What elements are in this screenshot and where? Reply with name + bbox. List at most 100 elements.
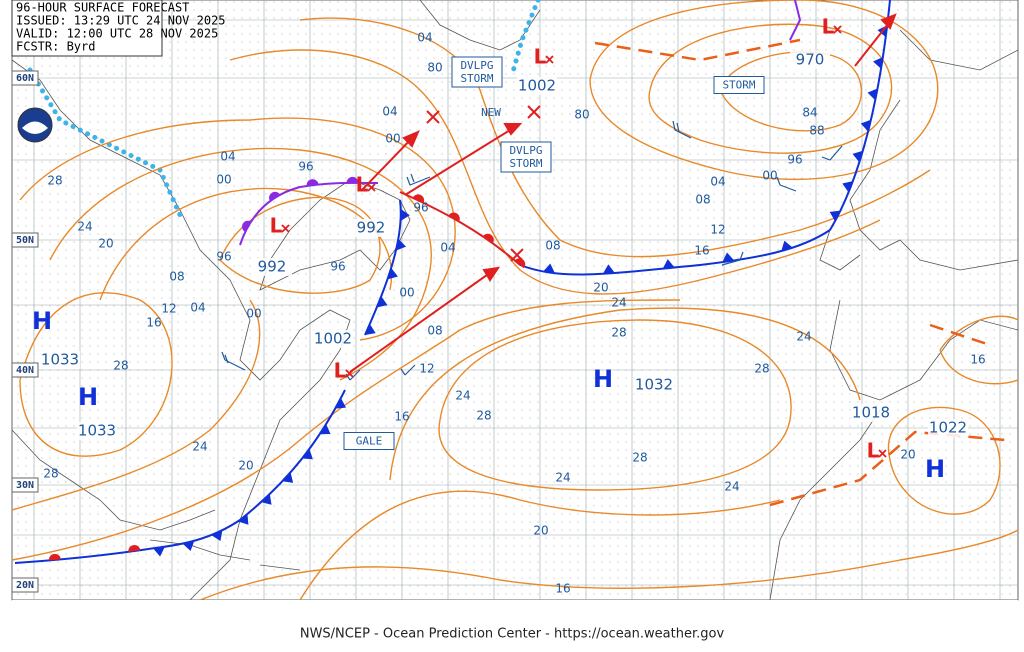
cold-front-pip — [860, 119, 871, 132]
isobar-label: 96 — [413, 201, 428, 215]
isobar-label: 20 — [533, 524, 548, 538]
low-center-mark — [833, 25, 842, 34]
cold-front-pip — [852, 150, 863, 163]
low-center-mark — [878, 449, 887, 458]
latitude-label-box — [11, 232, 39, 248]
isobar-label: 96 — [787, 153, 802, 167]
isobar-label: 04 — [190, 301, 205, 315]
cold-front-pip — [238, 513, 249, 525]
high-center: H — [78, 383, 98, 411]
isobar-label: 00 — [399, 286, 414, 300]
latitude-label-box — [11, 577, 39, 593]
cold-front-pip — [261, 494, 272, 505]
pressure-value-box — [252, 258, 292, 276]
pressure-value: 1032 — [635, 376, 673, 394]
pressure-value-box — [517, 77, 557, 95]
isobar-label: 88 — [809, 124, 824, 138]
boxed-label: STORM — [509, 157, 542, 170]
warm-front-pip — [128, 545, 141, 552]
isobar-label: 04 — [710, 175, 725, 189]
isobar-label: 28 — [611, 326, 626, 340]
new-label: NEW — [481, 106, 501, 119]
pressure-value-box — [77, 422, 117, 440]
cold-front-pip — [400, 208, 410, 221]
isobar-label: 80 — [574, 108, 589, 122]
low-center: L — [270, 214, 283, 238]
wind-barbs — [221, 120, 843, 381]
header-line: FCSTR: Byrd — [16, 40, 95, 54]
warm-front-pip — [448, 212, 460, 222]
cold-front-pip — [722, 252, 735, 263]
cold-front-pip — [152, 546, 165, 557]
latitude-label-box — [11, 477, 39, 493]
cold-front-pip — [842, 181, 853, 193]
high-center: H — [925, 455, 945, 483]
warm-front-pip — [306, 179, 319, 186]
boxed-label-frame — [713, 76, 765, 94]
header-box — [11, 0, 163, 57]
pressure-value-box — [928, 419, 968, 437]
isobar-label: 28 — [754, 362, 769, 376]
warm-front-pip — [346, 176, 359, 183]
isobar-label: 04 — [382, 105, 397, 119]
boxed-label-frame — [451, 56, 503, 88]
low-center: L — [867, 439, 880, 463]
cold-front-pip — [662, 259, 675, 269]
latitude-label: 50N — [16, 235, 34, 246]
low-center-mark — [345, 369, 354, 378]
isobar-label: 24 — [724, 480, 739, 494]
isobar-label: 04 — [440, 241, 455, 255]
low-center-mark — [281, 224, 290, 233]
ice-edges — [27, 0, 541, 218]
isobar-label: 20 — [238, 459, 253, 473]
isobar-label: 24 — [796, 330, 811, 344]
header-line: VALID: 12:00 UTC 28 NOV 2025 — [16, 27, 218, 41]
cold-front-pip — [543, 263, 555, 274]
cold-front-pip — [365, 323, 376, 335]
fronts — [14, 0, 891, 564]
pressure-value: 992 — [258, 258, 287, 276]
isobar-label: 12 — [419, 362, 434, 376]
high-center: H — [593, 365, 613, 393]
noaa-logo — [17, 107, 53, 143]
isobar-label: 16 — [970, 353, 985, 367]
pressure-value: 1033 — [41, 351, 79, 369]
pressure-value: 1002 — [314, 330, 352, 348]
latitude-label: 20N — [16, 580, 34, 591]
latitude-label-box — [11, 70, 39, 86]
pressure-value-box — [790, 51, 830, 69]
isobar-label: 20 — [900, 448, 915, 462]
latitude-label: 30N — [16, 480, 34, 491]
cold-front-pip — [335, 398, 347, 409]
isobar-label: 08 — [695, 193, 710, 207]
cold-front-pip — [873, 56, 883, 69]
pressure-value: 1018 — [852, 404, 890, 422]
isobar-label: 24 — [455, 389, 470, 403]
latitude-label: 60N — [16, 73, 34, 84]
latitude-label: 40N — [16, 365, 34, 376]
pressure-value-box — [313, 330, 353, 348]
boxed-label: STORM — [460, 72, 493, 85]
boxed-label-frame — [500, 141, 552, 173]
footer-band — [12, 600, 1018, 652]
isobar-label: 08 — [545, 239, 560, 253]
isobar-label: 28 — [632, 451, 647, 465]
boxed-label: DVLPG — [509, 144, 542, 157]
isobar-label: 28 — [113, 359, 128, 373]
isobar-label: 20 — [593, 281, 608, 295]
isobar-label: 24 — [555, 471, 570, 485]
low-center-mark — [367, 183, 376, 192]
cold-front-pip — [395, 238, 407, 251]
isobar-label: 04 — [417, 31, 432, 45]
isobar-label: 28 — [47, 174, 62, 188]
boxed-label-frame — [343, 432, 395, 450]
pressure-value-box — [634, 376, 674, 394]
footer-credit: NWS/NCEP - Ocean Prediction Center - htt… — [300, 627, 725, 642]
pressure-value-box — [351, 219, 391, 237]
isobar-label: 28 — [43, 467, 58, 481]
cold-front-pip — [182, 540, 195, 552]
isobar-label: 24 — [77, 220, 92, 234]
isobar-label: 00 — [246, 307, 261, 321]
cold-front-pip — [376, 296, 388, 308]
